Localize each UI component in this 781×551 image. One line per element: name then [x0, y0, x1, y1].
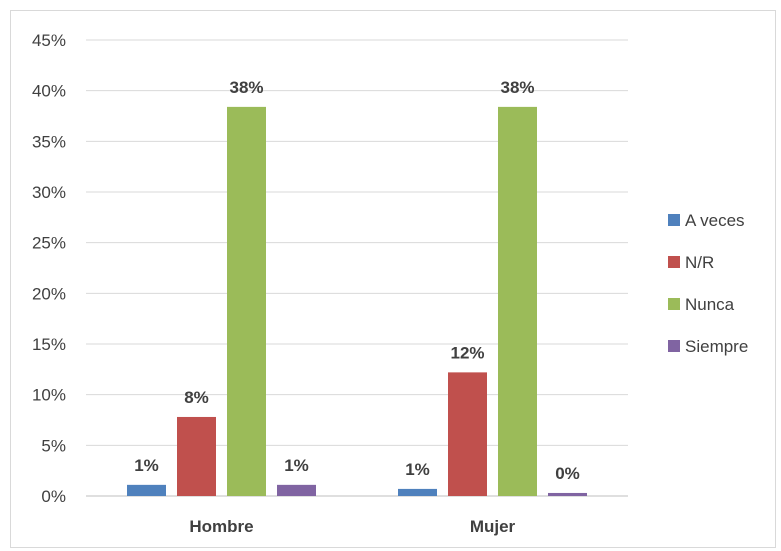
bar-nunca-mujer — [498, 106, 537, 496]
legend-label: A veces — [685, 211, 745, 230]
y-tick-label: 15% — [32, 335, 66, 354]
gridlines — [86, 39, 628, 497]
y-axis: 0% 5% 10% 15% 20% 25% 30% 35% 40% 45% — [32, 31, 66, 506]
x-axis: Hombre Mujer — [189, 517, 515, 536]
data-label: 38% — [229, 78, 263, 97]
data-label: 1% — [284, 456, 309, 475]
y-tick-label: 25% — [32, 234, 66, 253]
data-label: 1% — [405, 460, 430, 479]
y-tick-label: 5% — [41, 436, 66, 455]
legend-swatch — [668, 298, 680, 310]
data-label: 38% — [500, 78, 534, 97]
y-tick-label: 20% — [32, 284, 66, 303]
bars — [127, 106, 587, 496]
data-label: 1% — [134, 456, 159, 475]
y-tick-label: 40% — [32, 82, 66, 101]
legend: A veces N/R Nunca Siempre — [668, 211, 748, 356]
y-tick-label: 45% — [32, 31, 66, 50]
legend-label: Nunca — [685, 295, 735, 314]
legend-swatch — [668, 340, 680, 352]
legend-swatch — [668, 256, 680, 268]
category-label-hombre: Hombre — [189, 517, 253, 536]
data-label: 12% — [450, 343, 484, 362]
y-tick-label: 10% — [32, 386, 66, 405]
legend-label: N/R — [685, 253, 714, 272]
data-labels: 1% 8% 38% 1% 1% 12% 38% 0% — [134, 78, 580, 483]
bar-siempre-mujer — [548, 492, 587, 496]
y-tick-label: 35% — [32, 132, 66, 151]
bar-a-veces-mujer — [398, 488, 437, 496]
data-label: 8% — [184, 388, 209, 407]
chart-frame — [10, 10, 776, 548]
y-tick-label: 30% — [32, 183, 66, 202]
legend-label: Siempre — [685, 337, 748, 356]
legend-swatch — [668, 214, 680, 226]
bar-siempre-hombre — [277, 484, 316, 496]
category-label-mujer: Mujer — [470, 517, 516, 536]
bar-n-r-mujer — [448, 372, 487, 496]
bar-nunca-hombre — [227, 106, 266, 496]
y-tick-label: 0% — [41, 487, 66, 506]
bar-a-veces-hombre — [127, 484, 166, 496]
data-label: 0% — [555, 464, 580, 483]
bar-n-r-hombre — [177, 416, 216, 496]
